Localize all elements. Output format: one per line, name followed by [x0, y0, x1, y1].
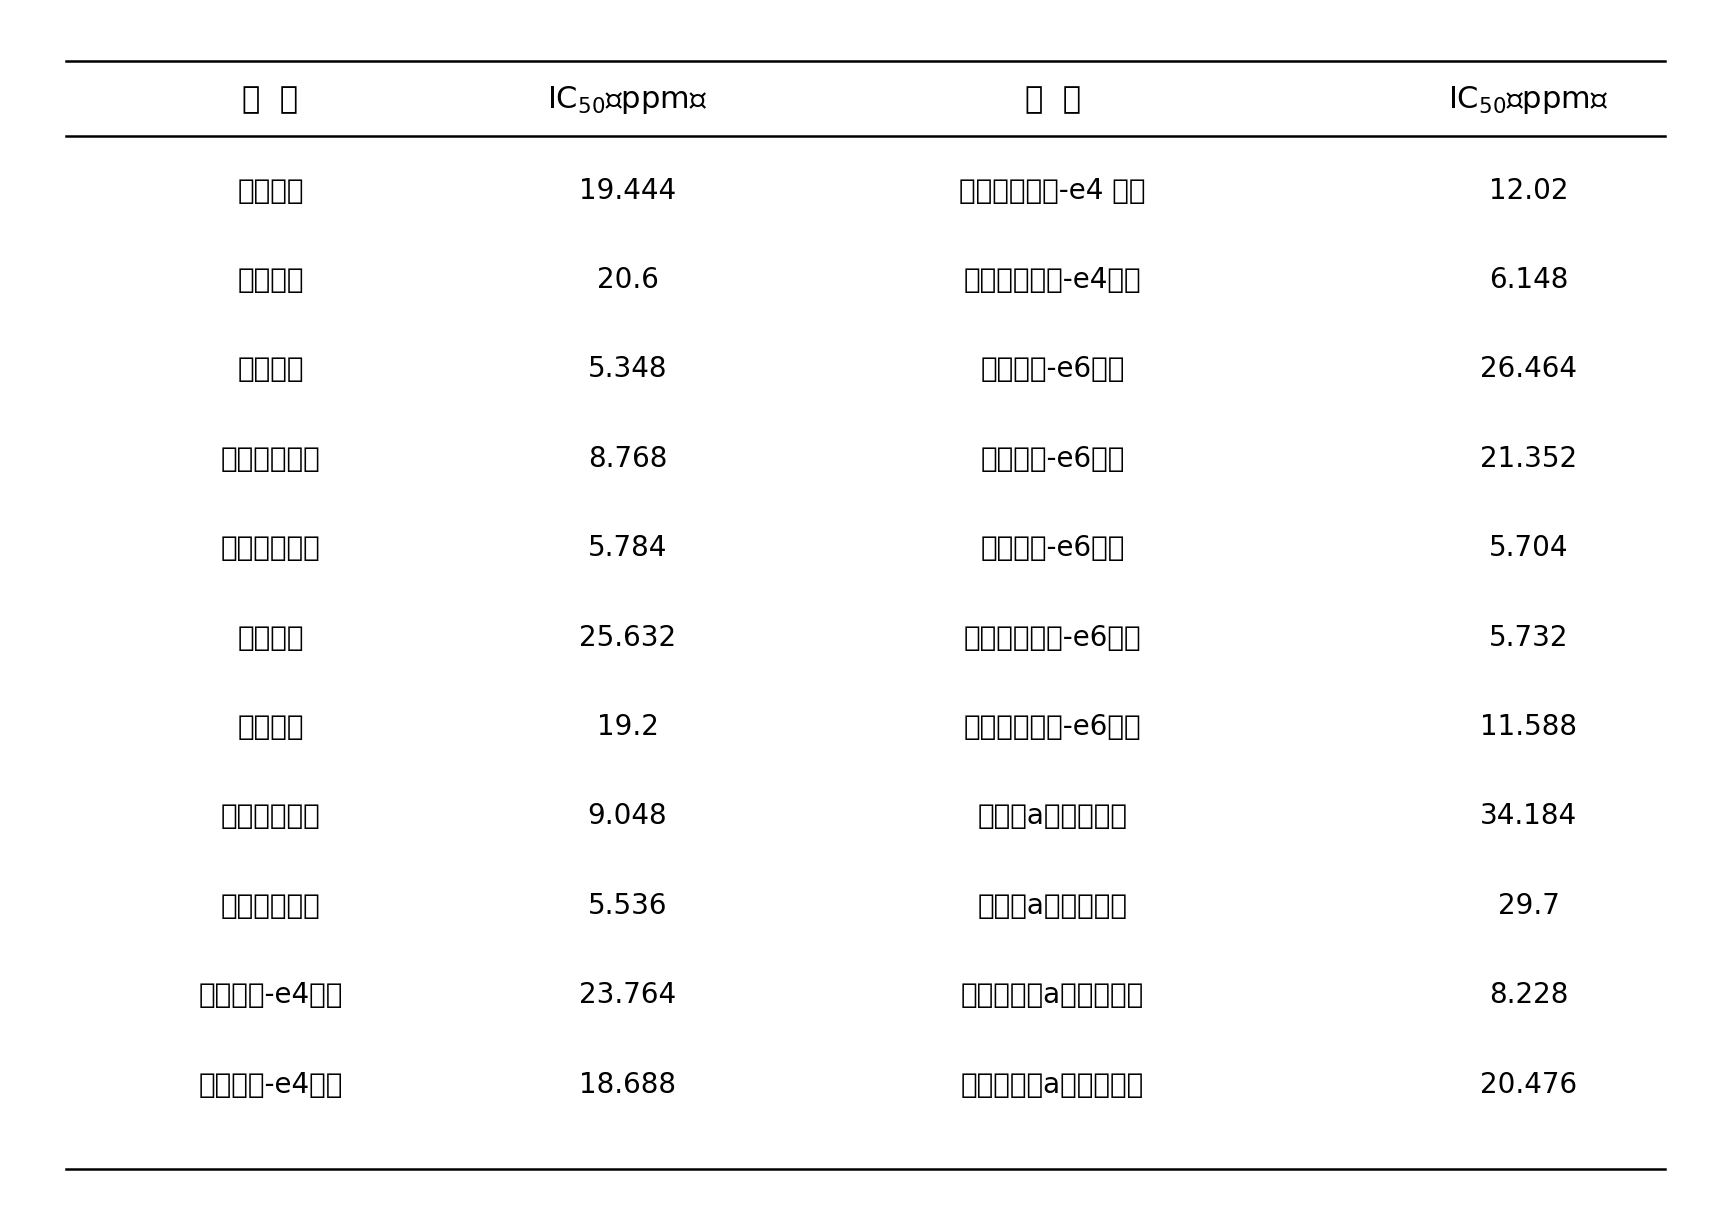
Text: 氯化叶绿素锰: 氯化叶绿素锰 [221, 445, 321, 473]
Text: 氯化二氢卟吩-e6合锰: 氯化二氢卟吩-e6合锰 [963, 712, 1142, 741]
Text: 5.348: 5.348 [588, 356, 667, 384]
Text: 叶绿素铜: 叶绿素铜 [237, 176, 303, 204]
Text: 25.632: 25.632 [579, 623, 675, 651]
Text: 19.2: 19.2 [596, 712, 658, 741]
Text: 21.352: 21.352 [1479, 445, 1577, 473]
Text: 二氢卟吩-e6合锌: 二氢卟吩-e6合锌 [980, 445, 1124, 473]
Text: 二氢卟吩-e6合铜: 二氢卟吩-e6合铜 [980, 356, 1124, 384]
Text: 12.02: 12.02 [1489, 176, 1568, 204]
Text: 8.768: 8.768 [588, 445, 667, 473]
Text: 5.704: 5.704 [1489, 534, 1568, 562]
Text: 二氢卟吩-e6合铁: 二氢卟吩-e6合铁 [980, 534, 1124, 562]
Text: 氯化二氢卟吩-e4 合锰: 氯化二氢卟吩-e4 合锰 [960, 176, 1145, 204]
Text: 氯化叶绿酸a单甲酯合铁: 氯化叶绿酸a单甲酯合铁 [962, 981, 1145, 1009]
Text: 34.184: 34.184 [1479, 803, 1577, 831]
Text: 氯化叶绿酸锰: 氯化叶绿酸锰 [221, 803, 321, 831]
Text: 二氢卟吩-e4合铜: 二氢卟吩-e4合铜 [199, 981, 343, 1009]
Text: 5.732: 5.732 [1489, 623, 1568, 651]
Text: 26.464: 26.464 [1481, 356, 1577, 384]
Text: 叶绿素铁: 叶绿素铁 [237, 356, 303, 384]
Text: 氯化叶绿素铁: 氯化叶绿素铁 [221, 534, 321, 562]
Text: 叶绿素锌: 叶绿素锌 [237, 266, 303, 295]
Text: 叶绿酸锌: 叶绿酸锌 [237, 712, 303, 741]
Text: 18.688: 18.688 [579, 1070, 675, 1099]
Text: 19.444: 19.444 [579, 176, 675, 204]
Text: IC$_{50}$（ppm）: IC$_{50}$（ppm） [1448, 84, 1609, 116]
Text: 20.476: 20.476 [1479, 1070, 1577, 1099]
Text: 叶绿酸a单甲酯合锌: 叶绿酸a单甲酯合锌 [977, 892, 1128, 920]
Text: 23.764: 23.764 [579, 981, 675, 1009]
Text: 氯化二氢卟吩-e4合铁: 氯化二氢卟吩-e4合铁 [963, 266, 1142, 295]
Text: 二氢卟吩-e4合锌: 二氢卟吩-e4合锌 [199, 1070, 343, 1099]
Text: 11.588: 11.588 [1481, 712, 1577, 741]
Text: 氯化叶绿酸铁: 氯化叶绿酸铁 [221, 892, 321, 920]
Text: 5.784: 5.784 [588, 534, 667, 562]
Text: 氯化叶绿酸a单甲酯合锰: 氯化叶绿酸a单甲酯合锰 [962, 1070, 1145, 1099]
Text: 叶绿酸铜: 叶绿酸铜 [237, 623, 303, 651]
Text: 20.6: 20.6 [596, 266, 658, 295]
Text: 8.228: 8.228 [1489, 981, 1568, 1009]
Text: 5.536: 5.536 [588, 892, 667, 920]
Text: 9.048: 9.048 [588, 803, 667, 831]
Text: 29.7: 29.7 [1498, 892, 1560, 920]
Text: IC$_{50}$（ppm）: IC$_{50}$（ppm） [547, 84, 708, 116]
Text: 氯化二氢卟吩-e6合铁: 氯化二氢卟吩-e6合铁 [963, 623, 1142, 651]
Text: 样  品: 样 品 [1025, 86, 1080, 115]
Text: 样  品: 样 品 [242, 86, 298, 115]
Text: 6.148: 6.148 [1489, 266, 1568, 295]
Text: 叶绿酸a单甲酯合铜: 叶绿酸a单甲酯合铜 [977, 803, 1128, 831]
